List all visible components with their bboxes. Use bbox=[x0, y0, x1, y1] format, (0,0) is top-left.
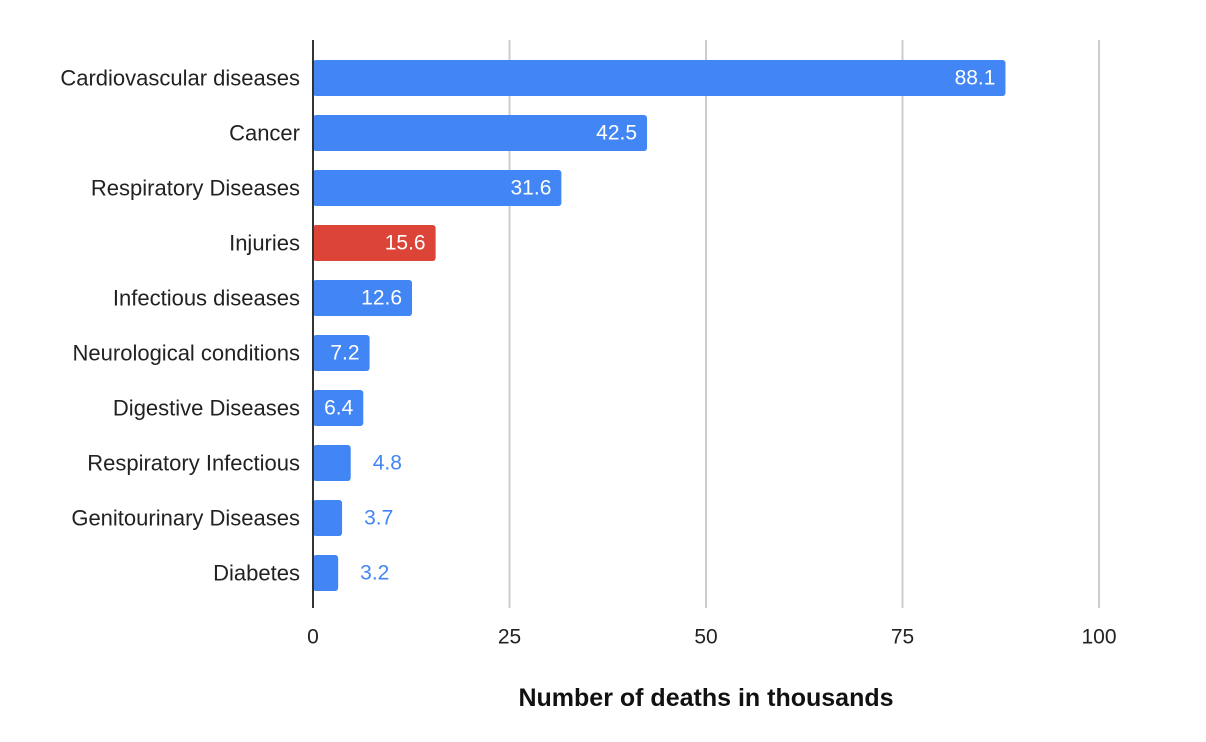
bar bbox=[313, 445, 351, 481]
gridlines bbox=[508, 40, 1100, 608]
category-label: Cardiovascular diseases bbox=[60, 66, 300, 91]
bar bbox=[313, 115, 648, 151]
category-label: Cancer bbox=[229, 121, 300, 146]
data-label: 15.6 bbox=[385, 232, 426, 255]
bar bbox=[313, 280, 413, 316]
bar bbox=[313, 225, 436, 261]
category-label: Genitourinary Diseases bbox=[71, 506, 300, 531]
x-tick-label: 25 bbox=[498, 626, 521, 649]
x-tick-label: 100 bbox=[1081, 626, 1116, 649]
category-label: Neurological conditions bbox=[73, 341, 300, 366]
x-axis-title: Number of deaths in thousands bbox=[518, 684, 893, 712]
bar bbox=[313, 500, 343, 536]
data-label: 88.1 bbox=[955, 67, 996, 90]
bars bbox=[313, 60, 1006, 591]
category-label: Respiratory Diseases bbox=[91, 176, 300, 201]
category-label: Diabetes bbox=[213, 561, 300, 586]
x-tick-label: 75 bbox=[891, 626, 914, 649]
data-label: 4.8 bbox=[373, 452, 402, 475]
x-tick-labels: 0 25 50 75 100 bbox=[307, 626, 1116, 649]
category-label: Injuries bbox=[229, 231, 300, 256]
category-label: Infectious diseases bbox=[113, 286, 300, 311]
data-label: 7.2 bbox=[330, 342, 359, 365]
category-label: Respiratory Infectious bbox=[87, 451, 300, 476]
category-labels: Cardiovascular diseases Cancer Respiratory… bbox=[60, 66, 300, 586]
x-tick-label: 0 bbox=[307, 626, 319, 649]
data-label: 6.4 bbox=[324, 397, 354, 420]
bar bbox=[313, 170, 562, 206]
data-label: 31.6 bbox=[511, 177, 552, 200]
data-label: 12.6 bbox=[361, 287, 402, 310]
bar bbox=[313, 335, 370, 371]
data-label: 3.2 bbox=[360, 562, 389, 585]
bar bbox=[313, 390, 364, 426]
data-label: 3.7 bbox=[364, 507, 393, 530]
data-label: 42.5 bbox=[596, 122, 637, 145]
bar bbox=[313, 60, 1006, 96]
bar bbox=[313, 555, 339, 591]
category-label: Digestive Diseases bbox=[113, 396, 300, 421]
data-labels: 88.1 42.5 31.6 15.6 12.6 7.2 6.4 4.8 3.7 3.2 bbox=[324, 67, 995, 585]
x-tick-label: 50 bbox=[694, 626, 717, 649]
